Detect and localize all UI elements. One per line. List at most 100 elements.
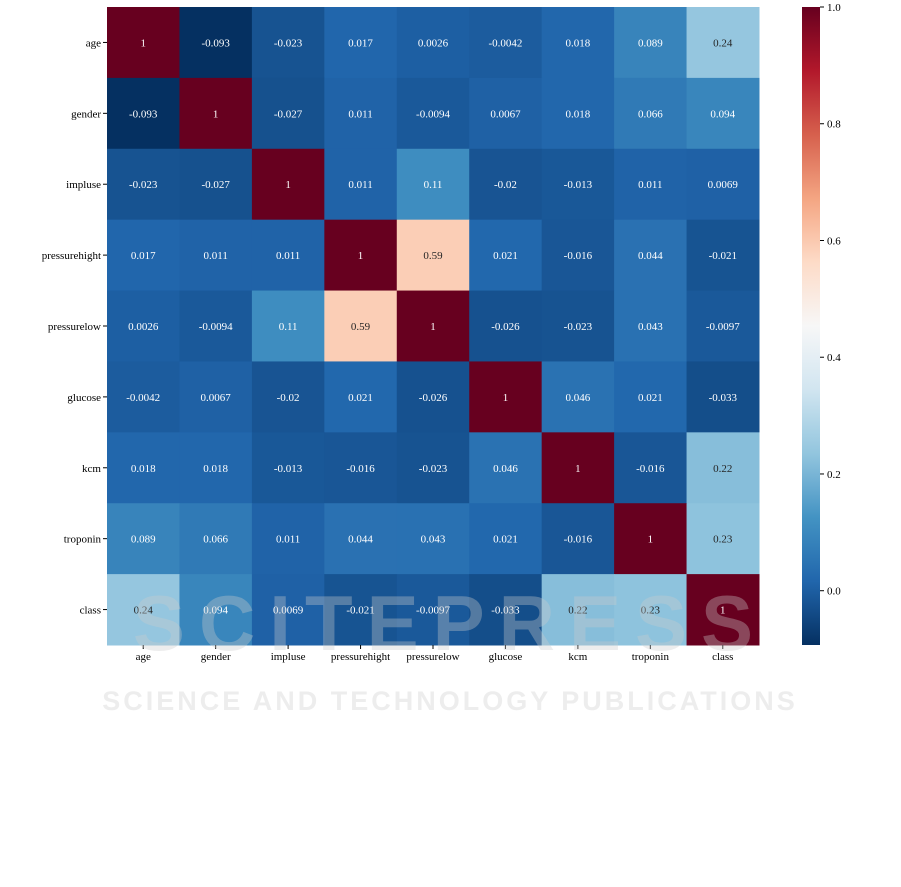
- heatmap-cell: [324, 574, 398, 646]
- heatmap-cell: [251, 148, 325, 221]
- cell-value-label: -0.016: [636, 463, 665, 475]
- heatmap-cell: [541, 7, 615, 79]
- heatmap-cell: [396, 148, 470, 221]
- cell-value-label: 0.0067: [490, 108, 521, 120]
- heatmap-cell: [686, 148, 760, 221]
- cell-value-label: -0.0094: [199, 321, 233, 333]
- heatmap-cell: [614, 503, 688, 575]
- cell-value-label: 1: [430, 321, 436, 333]
- colorbar: 0.0 0.2 0.4 0.6 0.8 1.0: [802, 2, 841, 645]
- heatmap-cell: [541, 77, 615, 150]
- colorbar-tick-label: 0.8: [827, 119, 841, 131]
- cell-value-label: -0.016: [564, 250, 593, 262]
- cell-value-label: -0.023: [274, 37, 303, 49]
- cell-value-label: -0.026: [491, 321, 520, 333]
- cell-value-label: 0.0069: [708, 179, 739, 191]
- cell-value-label: -0.023: [419, 463, 448, 475]
- heatmap-cell: [614, 77, 688, 150]
- heatmap-cell: [469, 7, 543, 79]
- colorbar-tick-label: 0.0: [827, 586, 841, 598]
- heatmap-cell: [107, 361, 180, 433]
- cell-value-label: -0.023: [129, 179, 158, 191]
- heatmap-cell: [324, 148, 398, 221]
- heatmap-cell: [686, 432, 760, 504]
- cell-value-label: 1: [503, 392, 509, 404]
- cell-value-label: -0.016: [564, 534, 593, 546]
- heatmap-cell: [179, 7, 253, 79]
- cell-value-label: 0.0067: [201, 392, 232, 404]
- watermark: SCITEPRESS SCIENCE AND TECHNOLOGY PUBLIC…: [102, 579, 798, 716]
- y-tick-label: kcm: [82, 463, 101, 475]
- heatmap-cell: [686, 361, 760, 433]
- y-tick-label: age: [86, 37, 101, 49]
- cell-value-label: 0.0069: [273, 605, 304, 617]
- cell-value-label: 0.046: [566, 392, 591, 404]
- watermark-sub-text: SCIENCE AND TECHNOLOGY PUBLICATIONS: [102, 686, 798, 716]
- heatmap-cell: [541, 290, 615, 362]
- y-tick-label: glucose: [67, 392, 101, 404]
- cell-value-label: 0.044: [638, 250, 663, 262]
- heatmap-cells: [107, 7, 760, 646]
- cell-value-label: 0.22: [713, 463, 732, 475]
- cell-value-label: 0.021: [638, 392, 663, 404]
- heatmap-cell: [469, 290, 543, 362]
- heatmap-cell: [541, 432, 615, 504]
- heatmap-cell: [107, 503, 180, 575]
- cell-value-label: -0.093: [201, 37, 230, 49]
- x-tick-label: pressurelow: [406, 651, 459, 663]
- cell-value-label: 0.011: [348, 179, 372, 191]
- cell-value-label: 0.24: [134, 605, 154, 617]
- heatmap-cell: [107, 148, 180, 221]
- cell-value-label: -0.013: [564, 179, 593, 191]
- heatmap-cell: [179, 503, 253, 575]
- heatmap-cell: [614, 361, 688, 433]
- cell-value-label: 0.089: [131, 534, 156, 546]
- cell-value-label: 0.021: [493, 250, 518, 262]
- heatmap-cell: [251, 503, 325, 575]
- heatmap-cell: [324, 432, 398, 504]
- cell-value-label: -0.0094: [416, 108, 450, 120]
- heatmap-cell: [324, 503, 398, 575]
- cell-value-label: 0.011: [276, 534, 300, 546]
- heatmap-cell: [179, 148, 253, 221]
- y-tick-label: troponin: [64, 534, 102, 546]
- heatmap-cell: [686, 77, 760, 150]
- heatmap-cell: [179, 219, 253, 292]
- colorbar-gradient: [802, 7, 820, 645]
- x-tick-label: gender: [201, 651, 231, 663]
- cell-value-label: -0.033: [709, 392, 738, 404]
- heatmap-cell: [324, 290, 398, 362]
- heatmap-cell: [251, 361, 325, 433]
- cell-value-label: -0.013: [274, 463, 303, 475]
- heatmap-cell: [251, 432, 325, 504]
- heatmap-cell: [469, 432, 543, 504]
- heatmap-cell: [396, 7, 470, 79]
- cell-value-label: -0.0042: [488, 37, 522, 49]
- y-tick-label: pressurelow: [48, 321, 101, 333]
- cell-value-label: 0.066: [638, 108, 663, 120]
- heatmap-cell: [541, 503, 615, 575]
- cell-value-label: -0.027: [274, 108, 303, 120]
- heatmap-cell: [686, 7, 760, 79]
- heatmap-cell: [107, 290, 180, 362]
- heatmap-cell: [686, 574, 760, 646]
- y-tick-label: gender: [71, 108, 101, 120]
- cell-value-label: 0.046: [493, 463, 518, 475]
- cell-value-label: 0.094: [710, 108, 735, 120]
- y-tick-label: class: [80, 605, 101, 617]
- heatmap-cell: [396, 503, 470, 575]
- cell-value-label: -0.093: [129, 108, 158, 120]
- cell-value-label: 0.018: [203, 463, 228, 475]
- heatmap-cell: [541, 219, 615, 292]
- heatmap-cell: [251, 290, 325, 362]
- x-axis: age gender impluse pressurehight pressurelow…: [136, 645, 733, 663]
- heatmap-cell: [107, 7, 180, 79]
- y-tick-label: pressurehight: [42, 250, 101, 262]
- cell-value-label: 0.017: [131, 250, 156, 262]
- cell-value-label: 0.018: [566, 108, 591, 120]
- watermark-main-text: SCITEPRESS: [133, 579, 767, 667]
- cell-value-label: 0.043: [421, 534, 446, 546]
- heatmap-cell: [614, 290, 688, 362]
- heatmap-cell: [469, 77, 543, 150]
